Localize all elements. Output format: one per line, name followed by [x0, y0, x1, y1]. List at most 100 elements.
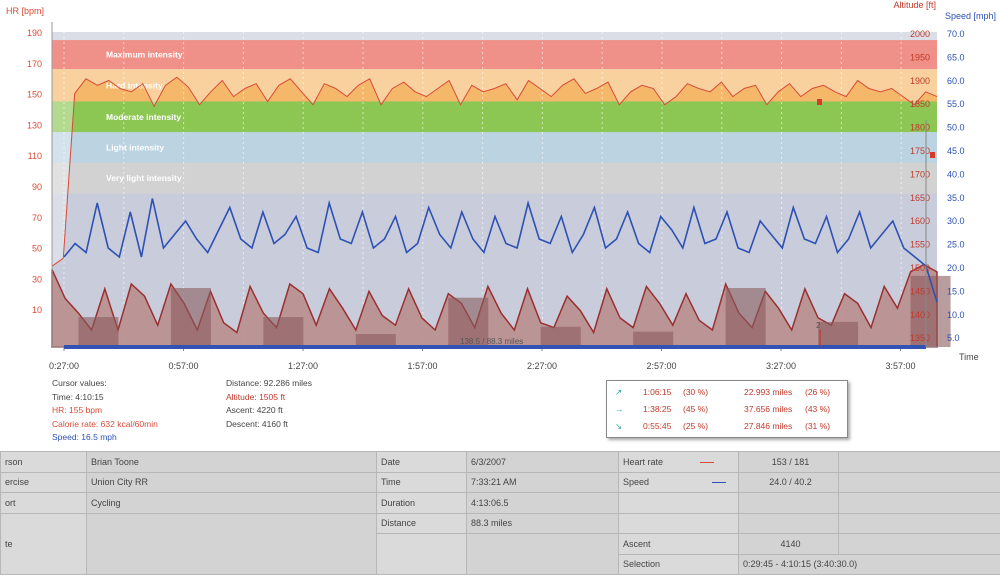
hr-value: 153 / 181: [738, 451, 839, 473]
exercise-info-table: rson Brian Toone Date 6/3/2007 Heart rat…: [0, 451, 1000, 575]
speed-axis-title: Speed [mph]: [945, 11, 996, 21]
altitude-tick-label: 1800: [910, 123, 930, 133]
hr-legend-swatch: [699, 461, 714, 463]
altitude-shade: [818, 321, 859, 347]
exercise-value[interactable]: Union City RR: [86, 471, 377, 493]
lap-distance: 22.993 miles: [744, 387, 793, 397]
info-row-4: te Distance 88.3 miles: [0, 512, 1000, 575]
hr-tick-label: 130: [27, 120, 42, 130]
hr-tick-label: 150: [27, 90, 42, 100]
info-row-6: Selection 0:29:45 - 4:10:15 (3:40:30.0): [1, 553, 1000, 575]
cursor-values: Cursor values: Time: 4:10:15 HR: 155 bpm…: [52, 377, 158, 445]
speed-tick-label: 20.0: [947, 263, 965, 273]
speed-line: [63, 198, 938, 303]
speed-legend-swatch: [711, 482, 726, 484]
hr-axis-title: HR [bpm]: [6, 6, 44, 16]
info-row-3: ort Cycling Duration 4:13:06.5: [0, 492, 1000, 514]
altitude-tick-label: 1550: [910, 240, 930, 250]
time-axis-title: Time: [959, 352, 979, 362]
speed-extra: [838, 471, 1000, 493]
lap-summary-box: ↗ 1:06:15 (30 %) 22.993 miles (26 %) → 1…: [606, 380, 848, 438]
empty-label-3: [618, 492, 739, 514]
hr-area: [52, 32, 937, 267]
zone-band: [52, 162, 937, 194]
selection-bar[interactable]: [64, 345, 926, 349]
hr-tick-label: 90: [32, 182, 42, 192]
hr-extra: [838, 451, 1000, 473]
altitude-tick-label: 1850: [910, 99, 930, 109]
empty-label-4: [618, 512, 739, 534]
hr-tick-label: 70: [32, 213, 42, 223]
empty-extra-3: [838, 492, 1000, 514]
hr-tick-label: 170: [27, 59, 42, 69]
arrow-down-icon: ↘: [615, 421, 623, 431]
time-tick-label: 0:57:00: [168, 361, 198, 371]
speed-tick-label: 50.0: [947, 123, 965, 133]
note-label: te: [0, 512, 87, 575]
date-value[interactable]: 6/3/2007: [466, 451, 619, 473]
altitude-tick-label: 1700: [910, 169, 930, 179]
altitude-axis-title: Altitude [ft]: [893, 0, 936, 10]
arrow-right-icon: →: [615, 404, 624, 414]
altitude-shade: [263, 317, 304, 347]
speed-tick-label: 70.0: [947, 29, 965, 39]
empty-label-5: [376, 533, 467, 575]
person-value[interactable]: Brian Toone: [86, 451, 377, 473]
speed-tick-label: 45.0: [947, 146, 965, 156]
cursor-time: Time: 4:10:15: [52, 391, 104, 402]
lap-distance-pct: (43 %): [805, 404, 831, 414]
sport-label: ort: [0, 492, 87, 514]
speed-tick-label: 40.0: [947, 169, 965, 179]
speed-tick-label: 5.0: [947, 333, 960, 343]
lap-row-downhill[interactable]: ↘ 0:55:45 (25 %) 27.846 miles (31 %): [607, 418, 847, 434]
cursor-speed: Speed: 16.5 mph: [52, 432, 117, 442]
speed-series: [63, 198, 938, 303]
lap-distance-pct: (31 %): [805, 421, 831, 431]
empty-value-4: [738, 512, 839, 534]
hr-label-text: Heart rate: [623, 456, 664, 467]
altitude-tick-label: 1400: [910, 310, 930, 320]
time-value[interactable]: 7:33:21 AM: [466, 471, 619, 493]
lap-distance-pct: (26 %): [805, 387, 831, 397]
selection-value: 0:29:45 - 4:10:15 (3:40:30.0): [738, 553, 1000, 575]
speed-tick-label: 60.0: [947, 76, 965, 86]
altitude-tick-label: 1650: [910, 193, 930, 203]
time-tick-label: 3:27:00: [766, 361, 796, 371]
time-tick-label: 2:57:00: [646, 361, 676, 371]
hr-line: [51, 76, 938, 267]
cursor-hr: HR: 155 bpm: [52, 405, 103, 415]
zone-label: Maximum intensity: [106, 50, 183, 60]
altitude-shade: [355, 334, 396, 347]
hr-tick-label: 30: [32, 274, 42, 284]
time-label: Time: [376, 471, 467, 493]
time-tick-label: 2:27:00: [527, 361, 557, 371]
cursor-title: Cursor values:: [52, 378, 107, 388]
duration-label: Duration: [376, 492, 467, 514]
info-row-2: ercise Union City RR Time 7:33:21 AM Spe…: [0, 471, 1000, 493]
speed-label-text: Speed: [623, 477, 650, 488]
altitude-shade: [448, 297, 489, 347]
cursor-hr-marker: [930, 152, 935, 158]
stat-ascent: Ascent: 4220 ft: [226, 405, 283, 415]
speed-tick-label: 25.0: [947, 240, 965, 250]
selection-label: Selection: [618, 553, 739, 575]
speed-tick-label: 15.0: [947, 286, 965, 296]
speed-tick-label: 55.0: [947, 99, 965, 109]
lap-marker-label: 2: [816, 321, 821, 330]
note-value[interactable]: [86, 512, 377, 575]
stat-descent: Descent: 4160 ft: [226, 418, 288, 429]
speed-tick-label: 65.0: [947, 52, 965, 62]
lap-time: 1:06:15: [643, 387, 672, 397]
lap-flag-marker: [817, 99, 822, 105]
lap-row-uphill[interactable]: ↗ 1:06:15 (30 %) 22.993 miles (26 %): [607, 384, 847, 400]
zone-band: [52, 132, 937, 163]
altitude-shade: [540, 326, 581, 347]
lap-row-flat[interactable]: → 1:38:25 (45 %) 37.656 miles (43 %): [607, 401, 847, 417]
altitude-shade: [78, 317, 119, 347]
empty-extra-4: [838, 512, 1000, 534]
sport-value[interactable]: Cycling: [86, 492, 377, 514]
stat-distance: Distance: 92.286 miles: [226, 378, 312, 388]
stat-altitude: Altitude: 1505 ft: [226, 391, 286, 402]
time-tick-label: 1:57:00: [407, 361, 437, 371]
duration-value: 4:13:06.5: [466, 492, 619, 514]
